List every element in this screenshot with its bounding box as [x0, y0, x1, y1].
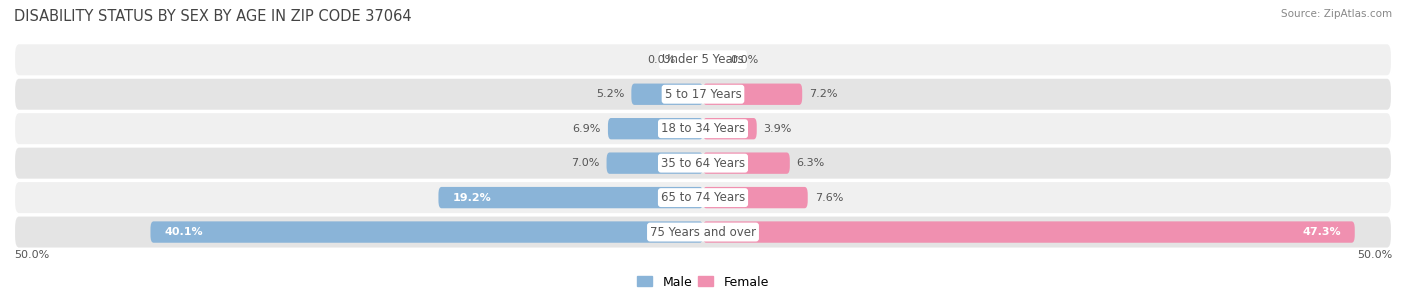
Text: 18 to 34 Years: 18 to 34 Years — [661, 122, 745, 135]
Text: 47.3%: 47.3% — [1302, 227, 1341, 237]
FancyBboxPatch shape — [607, 118, 703, 139]
FancyBboxPatch shape — [14, 181, 1392, 214]
Text: 75 Years and over: 75 Years and over — [650, 226, 756, 239]
FancyBboxPatch shape — [14, 147, 1392, 180]
Text: 5 to 17 Years: 5 to 17 Years — [665, 88, 741, 101]
Text: 35 to 64 Years: 35 to 64 Years — [661, 157, 745, 170]
Text: 6.9%: 6.9% — [572, 124, 600, 134]
FancyBboxPatch shape — [606, 153, 703, 174]
FancyBboxPatch shape — [703, 221, 1355, 243]
Text: 7.6%: 7.6% — [814, 193, 844, 202]
Text: DISABILITY STATUS BY SEX BY AGE IN ZIP CODE 37064: DISABILITY STATUS BY SEX BY AGE IN ZIP C… — [14, 9, 412, 24]
FancyBboxPatch shape — [14, 43, 1392, 76]
Text: 65 to 74 Years: 65 to 74 Years — [661, 191, 745, 204]
FancyBboxPatch shape — [14, 78, 1392, 111]
FancyBboxPatch shape — [703, 118, 756, 139]
Text: 50.0%: 50.0% — [1357, 250, 1392, 260]
Text: 6.3%: 6.3% — [797, 158, 825, 168]
Text: 7.0%: 7.0% — [571, 158, 599, 168]
Text: 5.2%: 5.2% — [596, 89, 624, 99]
Text: 0.0%: 0.0% — [731, 55, 759, 65]
FancyBboxPatch shape — [631, 84, 703, 105]
Text: 0.0%: 0.0% — [647, 55, 675, 65]
FancyBboxPatch shape — [703, 187, 807, 208]
FancyBboxPatch shape — [703, 84, 803, 105]
FancyBboxPatch shape — [150, 221, 703, 243]
Text: Source: ZipAtlas.com: Source: ZipAtlas.com — [1281, 9, 1392, 19]
Text: 19.2%: 19.2% — [453, 193, 491, 202]
FancyBboxPatch shape — [703, 153, 790, 174]
Text: 7.2%: 7.2% — [808, 89, 838, 99]
FancyBboxPatch shape — [14, 112, 1392, 145]
FancyBboxPatch shape — [439, 187, 703, 208]
Text: Under 5 Years: Under 5 Years — [662, 53, 744, 66]
Legend: Male, Female: Male, Female — [637, 275, 769, 288]
FancyBboxPatch shape — [14, 216, 1392, 249]
Text: 50.0%: 50.0% — [14, 250, 49, 260]
Text: 3.9%: 3.9% — [763, 124, 792, 134]
Text: 40.1%: 40.1% — [165, 227, 202, 237]
